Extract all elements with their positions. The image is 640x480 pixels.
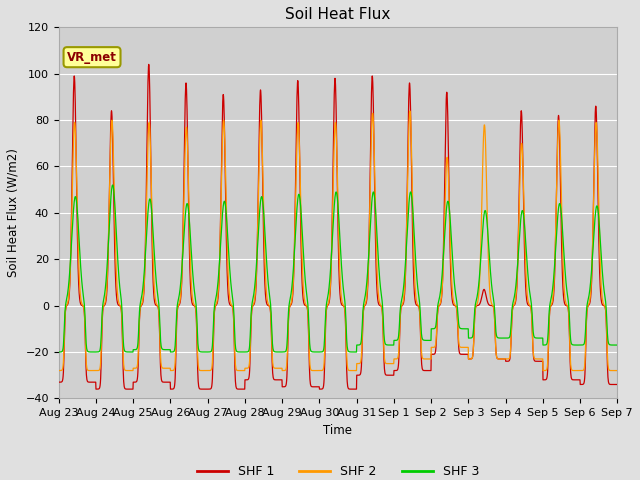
Y-axis label: Soil Heat Flux (W/m2): Soil Heat Flux (W/m2) [7, 148, 20, 277]
Title: Soil Heat Flux: Soil Heat Flux [285, 7, 390, 22]
Legend: SHF 1, SHF 2, SHF 3: SHF 1, SHF 2, SHF 3 [191, 460, 484, 480]
Text: VR_met: VR_met [67, 51, 117, 64]
X-axis label: Time: Time [323, 424, 353, 437]
